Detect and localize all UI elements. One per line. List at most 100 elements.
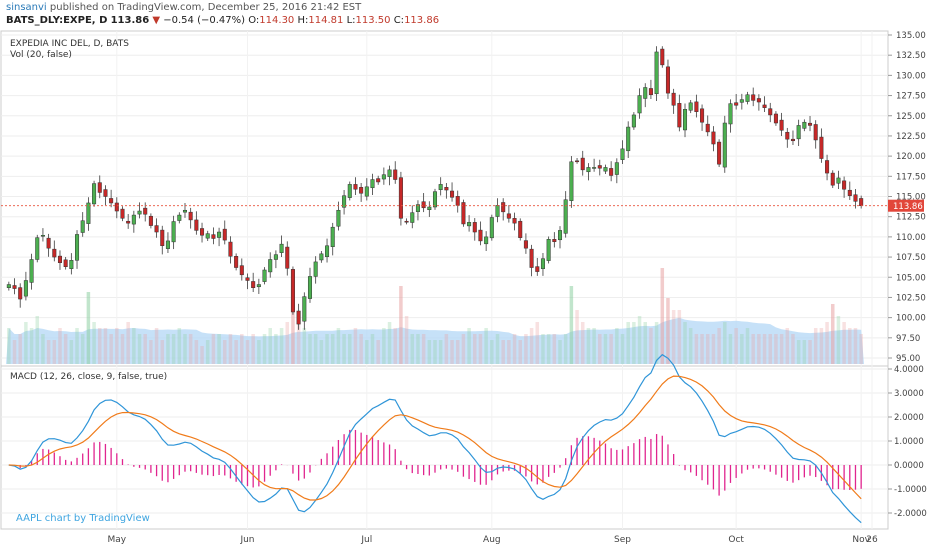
- candle-up: [364, 186, 369, 197]
- month-label: Oct: [728, 535, 744, 545]
- volume-bar: [115, 328, 119, 364]
- volume-bar: [671, 310, 676, 364]
- candle-up: [302, 296, 307, 322]
- candle-down: [779, 119, 784, 131]
- macd-pane[interactable]: [0, 365, 889, 530]
- volume-bar: [240, 334, 244, 364]
- candle-down: [529, 248, 534, 268]
- price-tick-label: 130.00: [896, 71, 926, 81]
- volume-bar: [620, 334, 625, 364]
- volume-bar: [103, 328, 108, 364]
- volume-bar: [802, 340, 807, 364]
- price-tick-label: 132.50: [896, 51, 926, 61]
- candle-down: [120, 208, 125, 219]
- month-label: May: [107, 535, 126, 545]
- volume-bar: [12, 340, 17, 364]
- volume-bar: [609, 334, 613, 364]
- volume-bar: [302, 328, 307, 364]
- volume-ma-area: [6, 317, 864, 364]
- volume-bar: [433, 340, 437, 364]
- candle-up: [683, 109, 688, 131]
- volume-bar: [376, 340, 380, 364]
- candle-down: [813, 124, 818, 141]
- volume-bar: [552, 334, 557, 364]
- volume-bar: [217, 334, 221, 364]
- author-link[interactable]: sinsanvi: [6, 2, 47, 13]
- candle-up: [557, 230, 563, 241]
- price-tick-label: 127.50: [896, 92, 926, 102]
- volume-bar: [177, 328, 182, 364]
- candle-down: [12, 285, 17, 289]
- candle-up: [802, 121, 807, 129]
- candle-up: [592, 167, 597, 169]
- candle-up: [387, 169, 392, 177]
- volume-bar: [274, 334, 278, 364]
- price-tick-label: 122.50: [896, 132, 926, 142]
- candle-up: [381, 174, 386, 180]
- volume-bar: [450, 340, 454, 364]
- macd-tick-label: 2.0000: [894, 413, 924, 423]
- volume-bar: [598, 334, 602, 364]
- price-tick-label: 102.50: [896, 293, 926, 303]
- volume-bar: [166, 334, 170, 364]
- candle-down: [63, 259, 68, 268]
- macd-indicator-label: MACD (12, 26, close, 9, false, true): [10, 372, 167, 382]
- volume-bar: [223, 340, 227, 364]
- close-value: 113.86: [404, 15, 440, 26]
- candle-up: [86, 202, 91, 224]
- volume-bar: [149, 340, 153, 364]
- candle-down: [97, 182, 102, 193]
- volume-bar: [842, 322, 846, 364]
- volume-bar: [262, 334, 267, 364]
- candle-down: [200, 228, 205, 236]
- candle-up: [728, 103, 733, 125]
- macd-tick-label: 1.0000: [894, 437, 924, 447]
- candle-down: [501, 202, 506, 213]
- volume-bar: [63, 334, 68, 364]
- volume-bar: [69, 340, 74, 364]
- volume-bar: [46, 340, 51, 364]
- candle-down: [552, 239, 557, 242]
- price-pane[interactable]: [0, 30, 889, 367]
- publish-line: sinsanvi published on TradingView.com, D…: [6, 2, 361, 13]
- candle-up: [626, 126, 631, 152]
- candle-down: [194, 219, 199, 231]
- candle-down: [160, 229, 165, 247]
- volume-bar: [836, 316, 841, 364]
- candle-down: [677, 103, 682, 128]
- volume-bar: [245, 340, 250, 364]
- candle-down: [773, 113, 778, 124]
- volume-bar: [365, 340, 369, 364]
- candle-down: [188, 211, 193, 221]
- candle-down: [444, 187, 449, 191]
- candle-up: [69, 260, 74, 269]
- candle-up: [137, 210, 142, 215]
- volume-bar: [683, 322, 687, 364]
- volume-bar: [342, 334, 346, 364]
- candle-down: [665, 66, 670, 94]
- candle-down: [353, 184, 358, 190]
- candle-down: [597, 165, 602, 169]
- volume-bar: [279, 328, 284, 364]
- volume-bar: [546, 334, 551, 364]
- volume-bar: [97, 328, 102, 364]
- candle-up: [489, 217, 494, 239]
- volume-bar: [728, 334, 733, 364]
- candle-down: [580, 157, 585, 171]
- volume-bar: [7, 328, 11, 364]
- candle-up: [637, 95, 642, 114]
- volume-bar: [438, 340, 443, 364]
- candle-down: [859, 198, 864, 206]
- volume-bar: [183, 334, 187, 364]
- candle-down: [285, 246, 290, 269]
- volume-bar: [666, 298, 670, 364]
- volume-bar: [819, 328, 824, 364]
- candle-down: [211, 234, 216, 239]
- candle-down: [648, 88, 653, 96]
- candle-up: [182, 209, 187, 213]
- volume-bar: [18, 334, 22, 364]
- volume-bar: [268, 328, 272, 364]
- candle-up: [603, 167, 608, 172]
- candle-down: [114, 202, 119, 212]
